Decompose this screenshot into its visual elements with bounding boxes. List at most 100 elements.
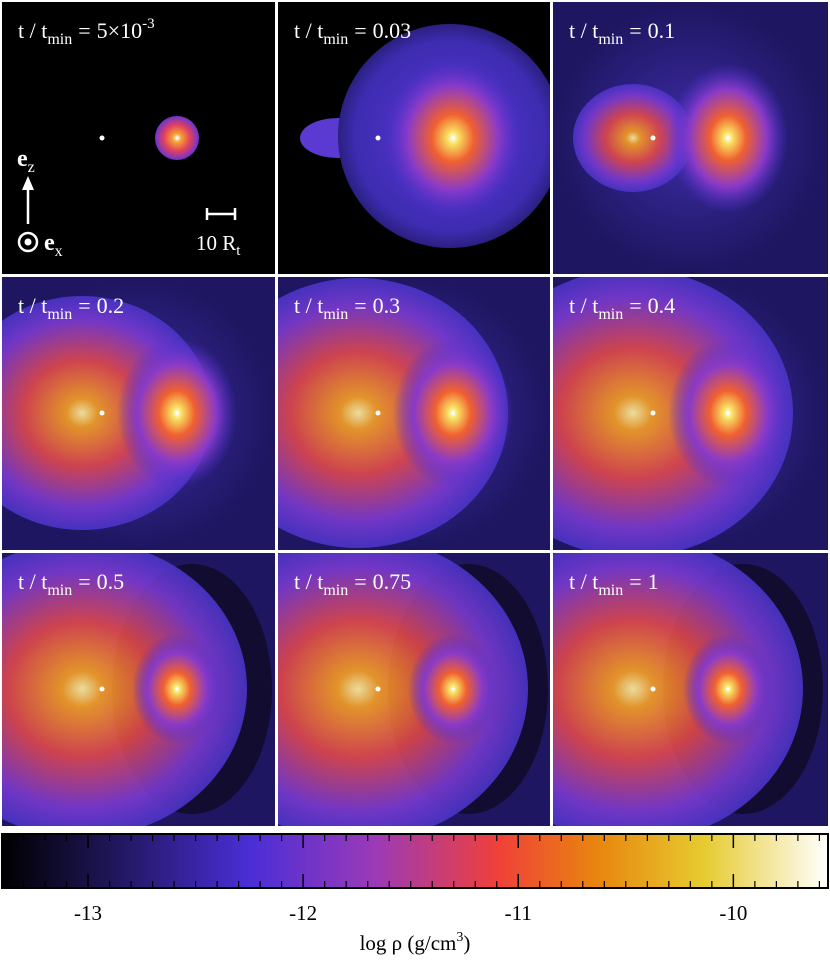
panel-image xyxy=(2,553,275,826)
colorbar-gradient xyxy=(1,833,829,889)
label-subscript: min xyxy=(47,31,72,48)
label-prefix: t / t xyxy=(569,293,598,318)
panel: t / tmin = 0.5 xyxy=(2,553,275,826)
label-prefix: t / t xyxy=(569,569,598,594)
star-core xyxy=(175,687,179,691)
star-core xyxy=(451,411,455,415)
label-subscript: min xyxy=(323,582,348,599)
label-equals: = xyxy=(629,293,641,318)
label-subscript: min xyxy=(47,582,72,599)
label-prefix: t / t xyxy=(569,18,598,43)
annotations: ez ex 10 Rt xyxy=(17,146,241,260)
black-hole xyxy=(375,135,381,141)
label-prefix: t / t xyxy=(294,569,323,594)
black-hole xyxy=(375,410,381,416)
panel-grid: t / tmin = 5×10-3 t / tmin = 0.03 t / tmin = 0.1… xyxy=(2,2,828,826)
star-core xyxy=(175,136,179,140)
stream xyxy=(278,553,528,826)
label-value: 0.4 xyxy=(648,293,676,318)
label-value: 5×10 xyxy=(97,18,142,43)
star-core xyxy=(726,411,730,415)
panel-label: t / tmin = 0.3 xyxy=(294,293,400,323)
panel-label: t / tmin = 1 xyxy=(569,569,659,599)
panel: t / tmin = 0.03 xyxy=(278,2,550,274)
label-value: 0.75 xyxy=(373,569,412,594)
label-exponent: -3 xyxy=(142,16,155,32)
colorbar xyxy=(1,833,829,889)
panel: t / tmin = 0.75 xyxy=(278,553,550,826)
label-subscript: min xyxy=(47,306,72,323)
black-hole xyxy=(650,410,656,416)
label-subscript: min xyxy=(598,306,623,323)
star-core xyxy=(726,136,730,140)
star-core xyxy=(726,687,730,691)
label-equals: = xyxy=(78,18,90,43)
star-core xyxy=(451,136,455,140)
label-subscript: min xyxy=(323,31,348,48)
label-value: 0.2 xyxy=(97,293,125,318)
panel-image xyxy=(2,277,275,550)
panel: t / tmin = 0.4 xyxy=(553,277,828,550)
colorbar-label: log ρ (g/cm3) xyxy=(360,930,471,955)
label-equals: = xyxy=(629,569,641,594)
stream xyxy=(2,553,247,826)
panel-label: t / tmin = 0.75 xyxy=(294,569,411,599)
axis-arrowhead xyxy=(22,176,34,190)
label-equals: = xyxy=(629,18,641,43)
label-equals: = xyxy=(78,569,90,594)
tick-label: -13 xyxy=(74,901,102,925)
panel-label: t / tmin = 0.2 xyxy=(18,293,124,323)
label-equals: = xyxy=(354,569,366,594)
panel-label: t / tmin = 0.03 xyxy=(294,18,411,48)
panel-image xyxy=(278,2,550,274)
black-hole xyxy=(99,686,105,692)
axis-out-dot xyxy=(24,238,32,246)
panel: t / tmin = 0.1 xyxy=(553,2,828,274)
axis-symbol: ex xyxy=(44,230,63,260)
panel: t / tmin = 0.2 xyxy=(2,277,275,550)
panel-label: t / tmin = 0.4 xyxy=(569,293,675,323)
panel-image xyxy=(553,277,828,550)
panel: t / tmin = 0.3 xyxy=(278,277,550,550)
tick-label: -12 xyxy=(289,901,317,925)
star-core xyxy=(175,411,179,415)
panel-image xyxy=(278,277,550,550)
axis-symbol: ez xyxy=(17,146,35,176)
label-equals: = xyxy=(354,293,366,318)
background xyxy=(2,2,275,274)
label-equals: = xyxy=(78,293,90,318)
panel-image xyxy=(553,2,828,274)
panel-image xyxy=(2,2,275,274)
panel-label: t / tmin = 0.5 xyxy=(18,569,124,599)
label-value: 1 xyxy=(648,569,659,594)
black-hole xyxy=(650,686,656,692)
label-prefix: t / t xyxy=(294,293,323,318)
black-hole xyxy=(650,135,656,141)
label-value: 0.1 xyxy=(648,18,676,43)
black-hole xyxy=(375,686,381,692)
black-hole xyxy=(99,135,105,141)
label-subscript: min xyxy=(323,306,348,323)
label-prefix: t / t xyxy=(18,569,47,594)
label-value: 0.03 xyxy=(373,18,412,43)
tick-label: -10 xyxy=(719,901,747,925)
label-subscript: min xyxy=(598,31,623,48)
label-value: 0.5 xyxy=(97,569,125,594)
panel: t / tmin = 5×10-3 xyxy=(2,2,275,274)
label-value: 0.3 xyxy=(373,293,401,318)
scale-bar-label: 10 Rt xyxy=(196,231,241,259)
star-core xyxy=(451,687,455,691)
panel-label: t / tmin = 0.1 xyxy=(569,18,675,48)
tick-label: -11 xyxy=(505,901,532,925)
label-prefix: t / t xyxy=(18,293,47,318)
stream xyxy=(573,84,693,192)
label-prefix: t / t xyxy=(294,18,323,43)
panel-label: t / tmin = 5×10-3 xyxy=(18,16,155,48)
panel-image xyxy=(553,553,828,826)
label-subscript: min xyxy=(598,582,623,599)
black-hole xyxy=(99,410,105,416)
label-equals: = xyxy=(354,18,366,43)
panel-image xyxy=(278,553,550,826)
label-prefix: t / t xyxy=(18,18,47,43)
